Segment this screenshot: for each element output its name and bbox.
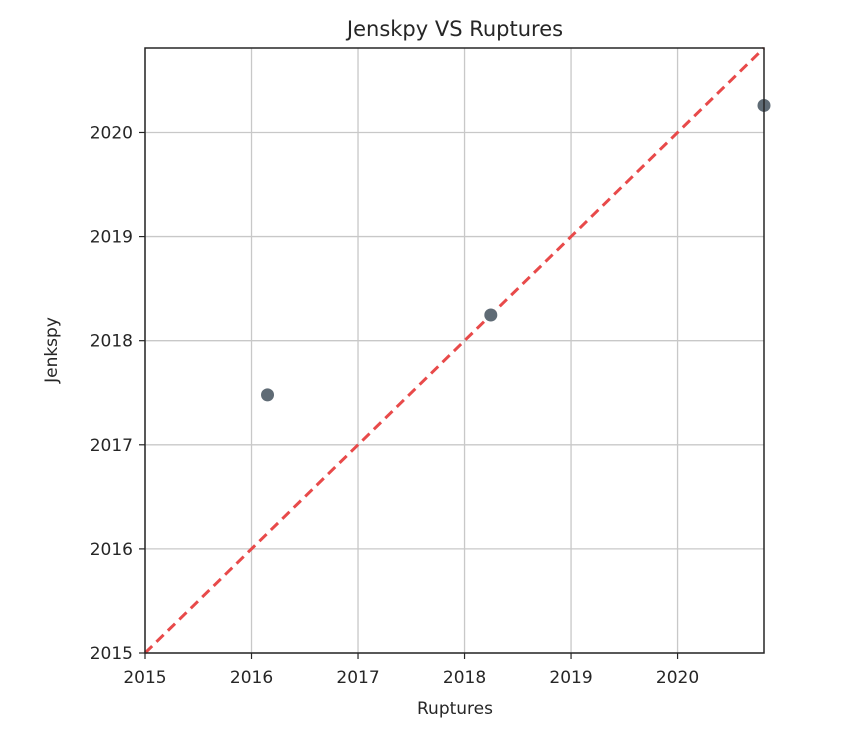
y-tick-label: 2016 [90,540,133,560]
x-tick-label: 2018 [443,668,486,688]
y-axis-label: Jenkspy [42,317,62,384]
data-points [261,98,771,402]
identity-reference-line [143,46,766,655]
x-tick-label: 2017 [336,668,379,688]
data-point [484,308,498,322]
grid [144,48,764,654]
x-tick-label: 2019 [549,668,592,688]
y-tick-label: 2015 [90,644,133,664]
x-axis-label: Ruptures [417,699,493,719]
chart-title: Jenskpy VS Ruptures [345,17,563,41]
y-tick-label: 2018 [90,332,133,352]
reference-line-layer [143,46,766,655]
y-tick-label: 2020 [90,123,133,143]
x-tick-label: 2015 [123,668,166,688]
x-tick-label: 2020 [656,668,699,688]
y-tick-label: 2019 [90,228,133,248]
data-point [261,388,275,402]
plot-frame [144,47,765,654]
x-tick-label: 2016 [230,668,273,688]
axis-ticks: 2015 2016 2017 2018 2019 2020 2015 2016 2017 2018… [90,123,699,688]
y-tick-label: 2017 [90,436,133,456]
